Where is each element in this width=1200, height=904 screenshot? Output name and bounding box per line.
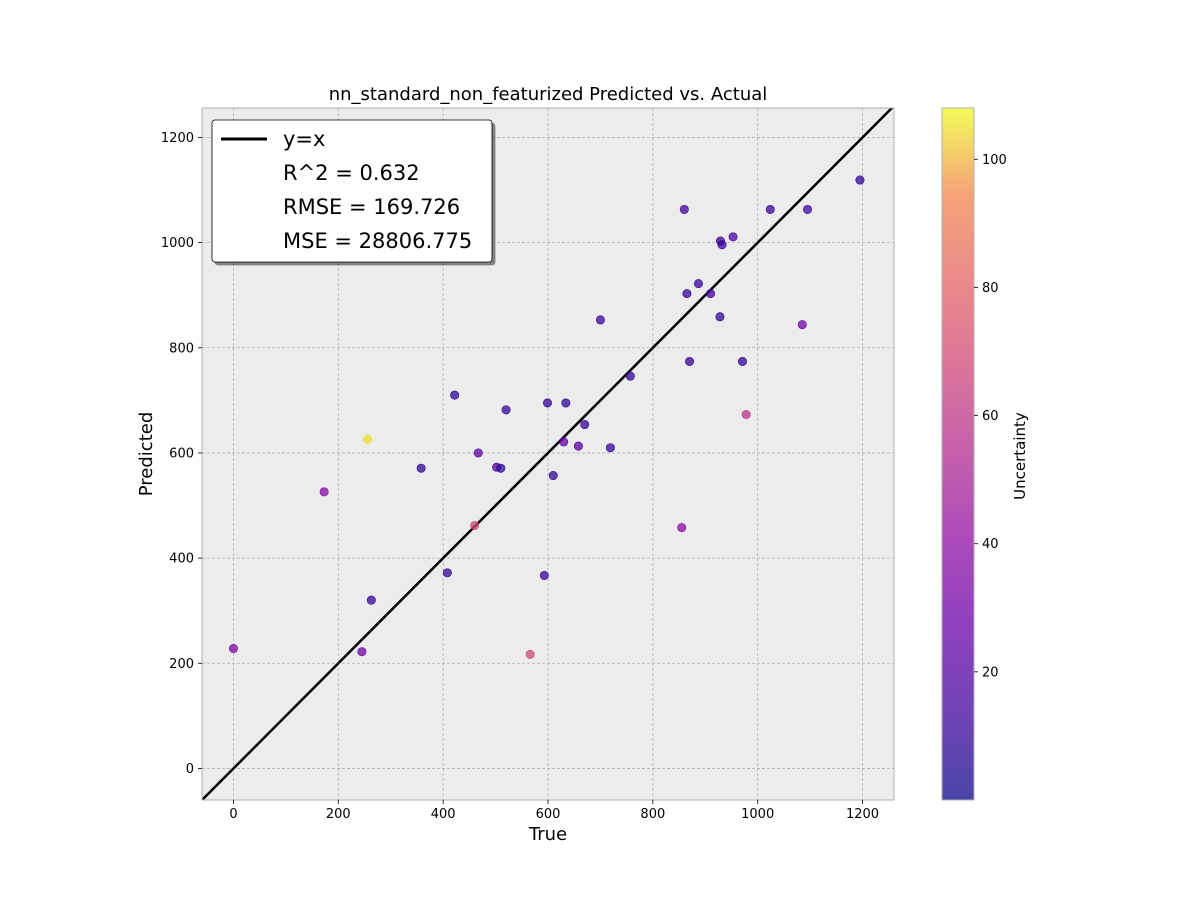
scatter-point <box>548 471 558 481</box>
reference-line-yx <box>202 108 894 800</box>
scatter-point <box>605 443 615 453</box>
scatter-point <box>573 441 583 451</box>
scatter-point <box>539 570 549 580</box>
scatter-point <box>580 420 590 430</box>
scatter-point <box>357 647 367 657</box>
scatter-point <box>717 240 727 250</box>
x-tick-label: 200 <box>326 807 351 822</box>
y-tick-label: 1200 <box>161 131 194 146</box>
reference-line-group <box>202 108 894 800</box>
y-axis-label: Predicted <box>136 412 157 497</box>
legend-entry-rmse: RMSE = 169.726 <box>283 195 460 219</box>
scatter-point <box>442 568 452 578</box>
legend-box <box>211 119 493 263</box>
scatter-point <box>677 523 687 533</box>
colorbar-label: Uncertainty <box>1011 412 1029 500</box>
y-tick-label: 1000 <box>161 236 194 251</box>
scatter-point <box>450 390 460 400</box>
colorbar-ticks: 20 40 60 80 100 <box>974 153 1007 680</box>
scatter-point <box>470 521 480 531</box>
chart-title: nn_standard_non_featurized Predicted vs.… <box>329 84 768 105</box>
x-tick-label: 600 <box>536 807 561 822</box>
scatter-point <box>765 204 775 214</box>
x-axis-label: True <box>528 824 567 845</box>
scatter-point <box>802 204 812 214</box>
scatter-point <box>679 204 689 214</box>
y-tick-label: 600 <box>169 446 194 461</box>
colorbar-tick-label: 40 <box>982 537 999 552</box>
scatter-point <box>728 232 738 242</box>
x-tick-label: 1200 <box>846 807 879 822</box>
y-tick-label: 800 <box>169 341 194 356</box>
scatter-point <box>228 644 238 654</box>
legend-entry-yx: y=x <box>283 127 325 151</box>
x-tick-label: 800 <box>640 807 665 822</box>
legend-entry-mse: MSE = 28806.775 <box>283 229 472 253</box>
y-tick-label: 0 <box>186 762 194 777</box>
y-tick-label: 400 <box>169 552 194 567</box>
y-axis-ticks: 0 200 400 600 800 1000 1200 <box>161 131 202 777</box>
y-tick-label: 200 <box>169 657 194 672</box>
x-tick-label: 1000 <box>741 807 774 822</box>
scatter-points <box>228 175 865 659</box>
scatter-point <box>501 405 511 415</box>
legend: y=x R^2 = 0.632 RMSE = 169.726 MSE = 288… <box>211 119 493 263</box>
scatter-point <box>561 398 571 408</box>
scatter-point <box>706 289 716 299</box>
scatter-point <box>542 398 552 408</box>
colorbar-tick-label: 100 <box>982 153 1007 168</box>
scatter-point <box>496 463 506 473</box>
colorbar: 20 40 60 80 100 Uncertainty <box>941 107 1029 801</box>
scatter-point <box>319 487 329 497</box>
scatter-point <box>682 289 692 299</box>
scatter-point <box>737 356 747 366</box>
scatter-point <box>559 437 569 447</box>
scatter-point <box>715 312 725 322</box>
x-tick-label: 0 <box>229 807 237 822</box>
scatter-point <box>363 434 373 444</box>
colorbar-tick-label: 20 <box>982 665 999 680</box>
scatter-point <box>741 410 751 420</box>
scatter-point <box>525 649 535 659</box>
scatter-point <box>366 595 376 605</box>
colorbar-tick-label: 60 <box>982 409 999 424</box>
scatter-point <box>595 315 605 325</box>
scatter-point <box>625 371 635 381</box>
scatter-point <box>797 320 807 330</box>
colorbar-tick-label: 80 <box>982 281 999 296</box>
scatter-point <box>855 175 865 185</box>
scatter-point <box>685 356 695 366</box>
x-axis-ticks: 0 200 400 600 800 1000 1200 <box>229 800 879 822</box>
legend-entry-r2: R^2 = 0.632 <box>283 161 420 185</box>
scatter-point <box>473 448 483 458</box>
colorbar-frame <box>941 107 975 801</box>
x-tick-label: 400 <box>431 807 456 822</box>
scatter-point <box>416 463 426 473</box>
scatter-point <box>693 279 703 289</box>
colorbar-gradient <box>942 108 974 800</box>
